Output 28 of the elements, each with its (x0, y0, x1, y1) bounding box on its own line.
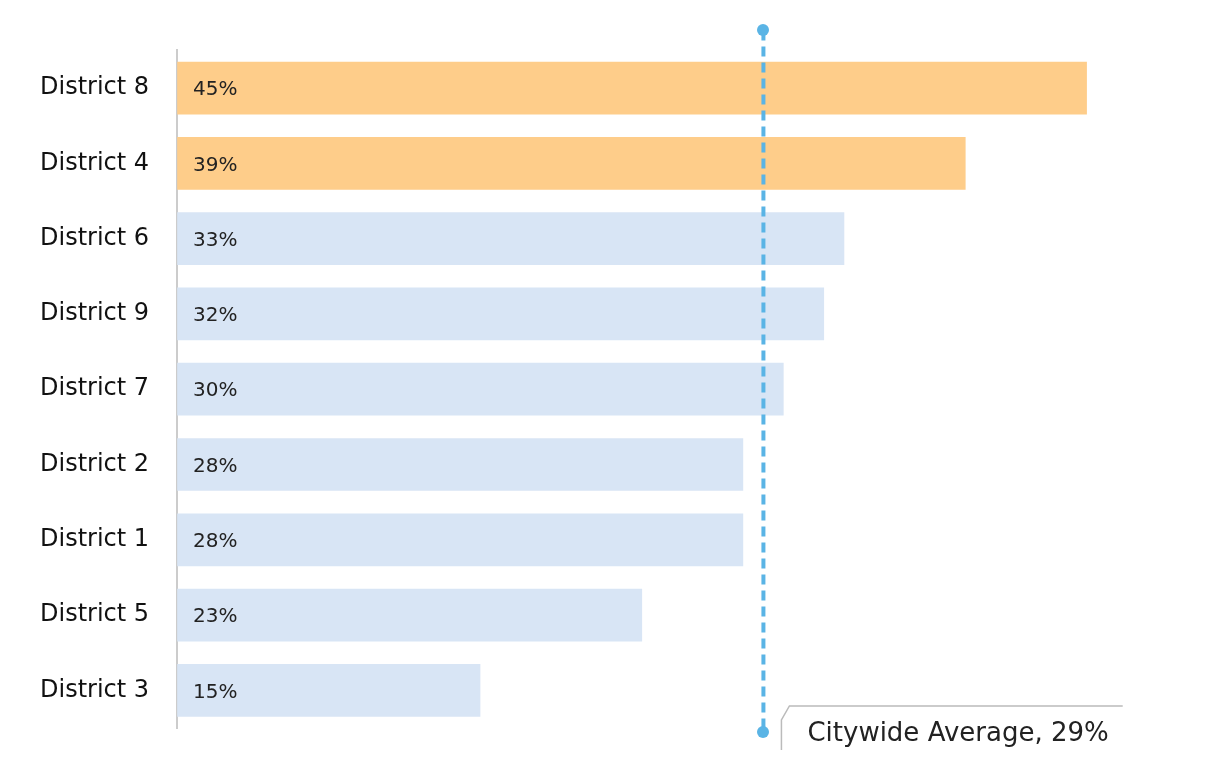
bar (177, 61, 1087, 115)
data-label: 39% (193, 151, 238, 176)
data-label: 30% (193, 377, 238, 402)
y-tick-label: District 5 (39, 599, 150, 628)
bar (177, 588, 643, 642)
y-tick-label: District 7 (39, 373, 150, 402)
y-tick-label: District 3 (39, 674, 150, 703)
bar (177, 664, 481, 717)
data-label: 28% (193, 452, 238, 477)
data-label: 45% (193, 76, 238, 101)
data-label: 23% (193, 603, 238, 628)
y-tick-label: District 2 (39, 448, 150, 477)
bar (177, 438, 744, 491)
data-label: 32% (193, 302, 238, 327)
bar (177, 513, 744, 567)
data-label: 28% (193, 527, 238, 552)
bar (177, 136, 966, 190)
bar (177, 287, 825, 341)
y-tick-label: District 8 (39, 72, 150, 101)
bar (177, 362, 784, 416)
y-tick-label: District 6 (39, 222, 150, 251)
bar (177, 212, 845, 265)
y-tick-label: District 9 (39, 298, 150, 327)
y-tick-label: District 4 (39, 147, 150, 176)
data-label: 33% (193, 226, 238, 251)
ref-line-label: Citywide Average, 29% (807, 716, 1109, 747)
data-label: 15% (193, 678, 238, 703)
y-tick-label: District 1 (39, 524, 150, 553)
